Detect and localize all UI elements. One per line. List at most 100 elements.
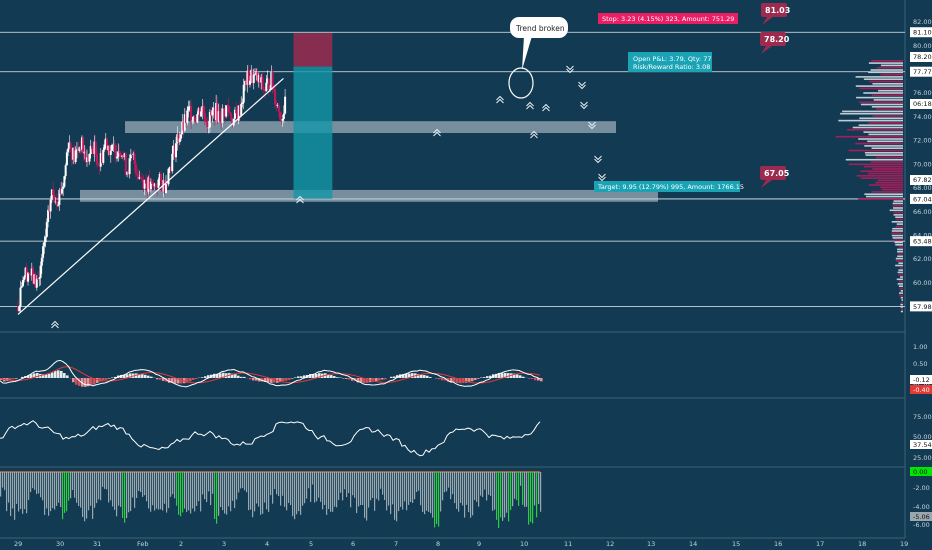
volume-profile-bar <box>898 253 903 255</box>
osc-histogram-bar <box>262 472 264 514</box>
macd-histogram-bar <box>477 378 480 379</box>
macd-histogram-bar <box>174 378 177 384</box>
candle-body <box>227 105 230 113</box>
volume-profile-bar <box>865 195 903 198</box>
y-tick-label: 72.00 <box>913 137 932 145</box>
down-chevron-icon <box>598 173 606 182</box>
macd-histogram-bar <box>528 378 531 379</box>
osc-histogram-bar <box>394 472 396 520</box>
osc-histogram-bar <box>316 472 318 502</box>
macd-histogram-bar <box>483 377 486 378</box>
candle-body <box>175 143 178 158</box>
osc-histogram-bar <box>12 472 14 509</box>
level-tag <box>910 193 932 204</box>
volume-profile-bar <box>860 170 903 172</box>
candle-body <box>101 153 104 163</box>
candle-body <box>261 77 264 89</box>
candle-body <box>212 107 215 111</box>
osc-tick: -6.00 <box>913 521 930 529</box>
candle-body <box>97 164 100 166</box>
macd-histogram-bar <box>204 376 207 378</box>
rsi-tag <box>910 440 932 449</box>
candle-body <box>129 154 132 159</box>
target-label: Target: 9.95 (12.79%) 995, Amount: 1766.… <box>597 183 744 191</box>
osc-histogram-bar <box>384 472 386 500</box>
macd-histogram-bar <box>192 378 195 380</box>
up-chevron-icon <box>51 320 59 329</box>
volume-profile-bar <box>838 119 903 122</box>
osc-histogram-bar <box>260 472 262 515</box>
osc-histogram-bar <box>468 472 470 513</box>
volume-profile-bar <box>848 149 903 152</box>
candle-body <box>206 121 209 128</box>
candle-body <box>39 265 42 278</box>
x-tick-label: 6 <box>351 540 355 548</box>
volume-profile-bar <box>892 237 903 239</box>
osc-histogram-bar <box>404 472 406 502</box>
osc-histogram-bar <box>246 472 248 493</box>
candle-body <box>188 106 191 107</box>
macd-histogram-bar <box>303 375 306 378</box>
osc-histogram-bar <box>60 472 62 508</box>
candle-body <box>186 110 189 123</box>
osc-histogram-bar <box>24 472 26 510</box>
candle-body <box>144 179 147 184</box>
osc-histogram-bar <box>196 472 198 506</box>
macd-histogram-bar <box>138 373 141 378</box>
osc-histogram-bar <box>442 472 444 501</box>
candle-body <box>79 147 82 150</box>
candle-body <box>243 81 246 86</box>
macd-histogram-bar <box>72 378 75 383</box>
volume-profile-bar <box>896 223 903 225</box>
macd-histogram-bar <box>111 377 114 378</box>
volume-profile-bar <box>868 62 903 64</box>
candle-body <box>124 153 127 175</box>
macd-histogram-bar <box>171 378 174 383</box>
osc-histogram-bar <box>284 472 286 507</box>
macd-histogram-bar <box>75 378 78 385</box>
volume-profile-bar <box>898 262 903 264</box>
candle-body <box>164 183 167 194</box>
candle-body <box>215 103 218 121</box>
osc-histogram-bar <box>272 472 274 504</box>
volume-profile-bar <box>892 202 903 205</box>
candle-body <box>270 71 273 90</box>
osc-histogram-bar <box>476 472 478 502</box>
osc-histogram-bar <box>398 472 400 512</box>
osc-histogram-bar <box>14 472 16 520</box>
x-tick-label: 8 <box>436 540 440 548</box>
osc-histogram-bar <box>248 472 250 511</box>
osc-histogram-bar <box>416 472 418 492</box>
level-label: 57.98 <box>913 303 932 311</box>
volume-profile-bar <box>875 181 903 184</box>
osc-tick: -4.00 <box>913 503 930 511</box>
candle-body <box>24 267 27 278</box>
volume-profile-bar <box>878 89 903 92</box>
osc-histogram-bar <box>42 472 44 501</box>
candle-body <box>17 306 19 312</box>
osc-histogram-bar <box>82 472 84 518</box>
volume-profile-bar <box>893 211 903 214</box>
volume-profile-bar <box>871 147 903 149</box>
macd-histogram-bar <box>243 376 246 378</box>
osc-histogram-bar <box>508 472 510 522</box>
osc-histogram-bar <box>458 472 460 512</box>
candle-body <box>137 174 140 180</box>
macd-histogram-bar <box>255 378 258 381</box>
x-tick-label: 12 <box>606 540 614 548</box>
macd-histogram-bar <box>66 375 69 378</box>
macd-histogram-bar <box>300 376 303 378</box>
osc-histogram-bar <box>496 472 498 520</box>
candle-body <box>213 107 216 121</box>
volume-profile-bar <box>870 161 903 163</box>
macd-histogram-bar <box>408 373 411 378</box>
macd-histogram-bar <box>456 378 459 383</box>
osc-histogram-bar <box>382 472 384 495</box>
osc-histogram-bar <box>224 472 226 514</box>
macd-histogram-bar <box>123 374 126 378</box>
macd-tick: 0.50 <box>913 360 927 368</box>
osc-histogram-bar <box>10 472 12 517</box>
up-chevron-icon <box>530 130 538 139</box>
candle-body <box>111 144 114 151</box>
